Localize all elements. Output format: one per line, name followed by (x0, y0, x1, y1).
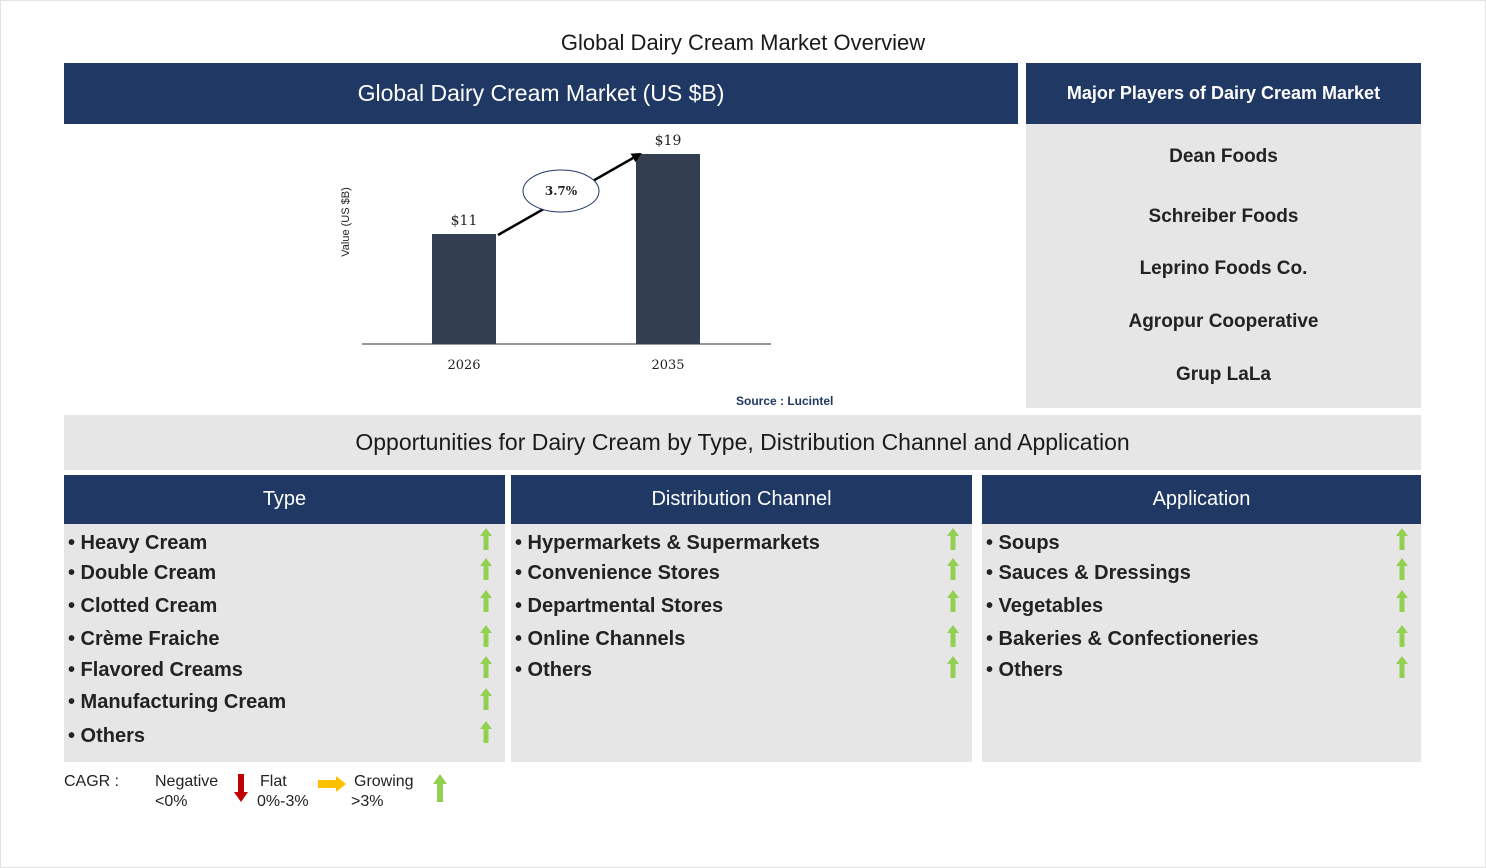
list-item: • Sauces & Dressings (986, 562, 1191, 584)
players-header: Major Players of Dairy Cream Market (1026, 63, 1421, 124)
up-arrow-icon (480, 721, 492, 743)
bar-value-label: $11 (451, 213, 478, 229)
up-arrow-icon (1396, 558, 1408, 580)
legend-negative-range: <0% (155, 793, 188, 810)
list-item: • Heavy Cream (68, 532, 208, 554)
list-item: • Flavored Creams (68, 659, 243, 681)
bar-value-label: $19 (655, 133, 682, 149)
up-arrow-icon (947, 528, 959, 550)
bar-2035 (636, 154, 700, 344)
list-item: • Crème Fraiche (68, 628, 220, 650)
legend-label: CAGR : (64, 773, 120, 790)
up-arrow-icon (947, 625, 959, 647)
list-item: • Manufacturing Cream (68, 691, 287, 713)
list-item: • Departmental Stores (515, 595, 724, 617)
legend-growing-title: Growing (354, 773, 414, 790)
up-arrow-icon (1396, 590, 1408, 612)
application-header: Application (982, 475, 1421, 524)
list-item: • Hypermarkets & Supermarkets (515, 532, 820, 554)
up-arrow-icon (1396, 656, 1408, 678)
legend-negative-title: Negative (155, 773, 219, 790)
opportunities-title: Opportunities for Dairy Cream by Type, D… (64, 415, 1421, 470)
up-arrow-icon (947, 656, 959, 678)
type-list: • Heavy Cream • Double Cream • Clotted C… (64, 524, 505, 762)
up-arrow-icon (480, 590, 492, 612)
list-item: • Clotted Cream (68, 595, 218, 617)
up-arrow-icon (1396, 625, 1408, 647)
player-item: Schreiber Foods (1148, 206, 1299, 227)
up-arrow-icon (480, 558, 492, 580)
bar-2026 (432, 234, 496, 344)
up-arrow-icon (947, 558, 959, 580)
up-arrow-icon (433, 774, 447, 802)
source-note: Source : Lucintel (736, 394, 834, 408)
legend-flat-range: 0%-3% (257, 793, 309, 810)
cagr-label: 3.7% (545, 184, 578, 198)
up-arrow-icon (480, 528, 492, 550)
up-arrow-icon (1396, 528, 1408, 550)
player-item: Agropur Cooperative (1128, 311, 1319, 332)
right-arrow-icon (318, 776, 346, 792)
list-item: • Others (515, 659, 593, 681)
market-bar-chart: Value (US $B) $11 2026 $19 2035 3.7% (340, 133, 771, 373)
market-chart-header: Global Dairy Cream Market (US $B) (64, 63, 1018, 124)
cagr-bubble (522, 169, 600, 213)
list-item: • Double Cream (68, 562, 217, 584)
page-title: Global Dairy Cream Market Overview (560, 30, 926, 55)
list-item: • Others (986, 659, 1064, 681)
type-header: Type (64, 475, 505, 524)
distribution-list: • Hypermarkets & Supermarkets • Convenie… (511, 524, 972, 762)
x-tick-label: 2035 (651, 358, 684, 373)
down-arrow-icon (234, 774, 248, 802)
list-item: • Vegetables (986, 595, 1104, 617)
player-item: Leprino Foods Co. (1139, 258, 1308, 279)
x-tick-label: 2026 (447, 358, 480, 373)
distribution-header: Distribution Channel (511, 475, 972, 524)
application-list: • Soups • Sauces & Dressings • Vegetable… (982, 524, 1421, 762)
y-axis-label: Value (US $B) (340, 187, 352, 257)
up-arrow-icon (480, 656, 492, 678)
list-item: • Others (68, 725, 146, 747)
legend-growing-range: >3% (351, 793, 384, 810)
players-list: Dean Foods Schreiber Foods Leprino Foods… (1026, 124, 1421, 408)
up-arrow-icon (947, 590, 959, 612)
player-item: Dean Foods (1169, 146, 1278, 167)
legend-flat-title: Flat (260, 773, 287, 790)
up-arrow-icon (480, 625, 492, 647)
up-arrow-icon (480, 688, 492, 710)
list-item: • Convenience Stores (515, 562, 720, 584)
player-item: Grup LaLa (1175, 364, 1271, 385)
list-item: • Soups (986, 532, 1060, 554)
list-item: • Bakeries & Confectioneries (986, 628, 1259, 650)
list-item: • Online Channels (515, 628, 686, 650)
